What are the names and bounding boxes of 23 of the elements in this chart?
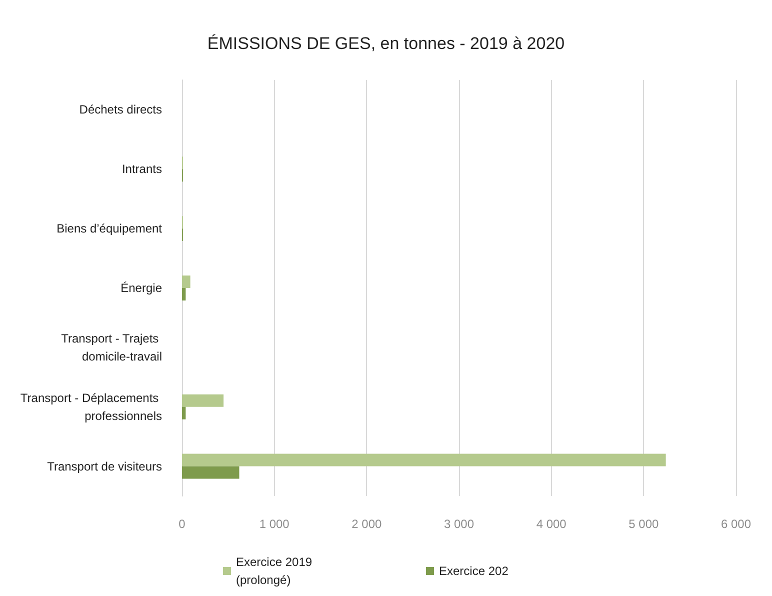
x-tick-label: 3 000 bbox=[444, 517, 474, 531]
x-tick-label: 2 000 bbox=[352, 517, 382, 531]
bar bbox=[182, 288, 186, 300]
y-tick-label: Biens d’équipement bbox=[56, 222, 163, 236]
y-tick-label: Énergie bbox=[120, 281, 162, 295]
x-tick-label: 6 000 bbox=[720, 517, 752, 531]
legend-label: Exercice 2019 (prolongé) bbox=[236, 555, 316, 587]
x-tick-label: 0 bbox=[178, 517, 186, 531]
chart-title: ÉMISSIONS DE GES, en tonnes - 2019 à 2020 bbox=[207, 34, 565, 53]
y-tick-label: Intrants bbox=[122, 162, 162, 176]
bar bbox=[182, 466, 240, 479]
x-tick-label: 5 000 bbox=[628, 517, 660, 531]
y-tick-label: Transport de visiteurs bbox=[47, 459, 162, 474]
x-tick-label: 4 000 bbox=[536, 517, 567, 531]
bar bbox=[182, 394, 224, 407]
bar bbox=[182, 276, 190, 288]
y-tick-label: Déchets directs bbox=[79, 102, 162, 117]
x-tick-label: 1 000 bbox=[259, 517, 290, 531]
bar bbox=[182, 406, 186, 420]
y-tick-label: Transport - Déplacements professionnels bbox=[20, 390, 162, 423]
bar bbox=[182, 454, 666, 466]
y-tick-label: Transport - Trajets domicile-travail bbox=[61, 331, 162, 364]
legend-label: Exercice 202 bbox=[439, 564, 509, 578]
